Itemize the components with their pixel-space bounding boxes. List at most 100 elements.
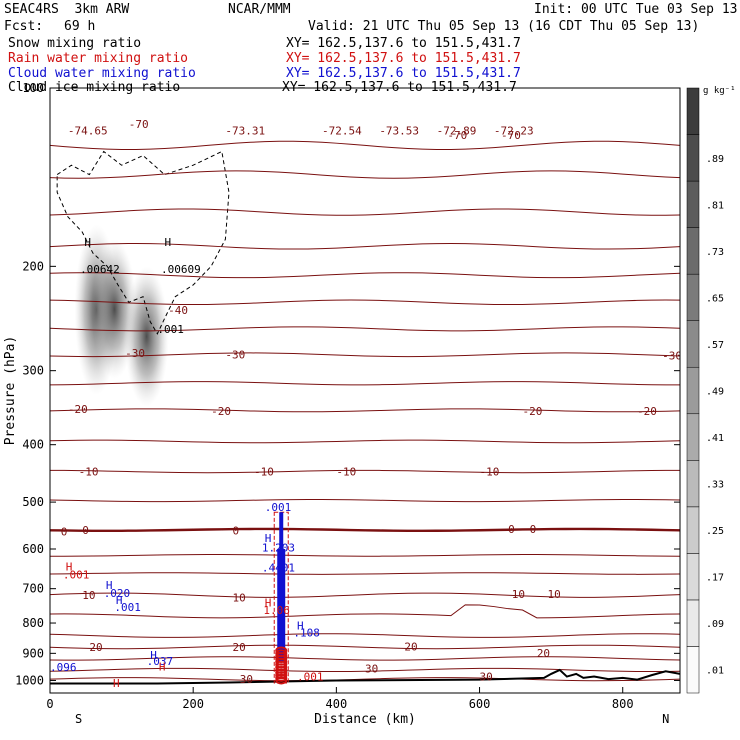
y-tick-label: 200	[22, 259, 44, 273]
y-tick-label: 700	[22, 582, 44, 596]
colorbar-swatch	[686, 646, 700, 694]
extrema-label: H	[265, 596, 272, 609]
extrema-label: .037	[147, 655, 174, 668]
y-tick-label: 400	[22, 438, 44, 452]
y-tick-label: 300	[22, 364, 44, 378]
temperature-label: -70	[501, 129, 521, 142]
colorbar-swatch	[686, 366, 700, 415]
temperature-label: 10	[82, 589, 95, 602]
rain-core-ring	[275, 673, 288, 682]
isotherm-line-7	[50, 352, 680, 358]
colorbar-swatch	[686, 553, 700, 601]
plot-frame	[49, 87, 681, 694]
fcst-label: Fcst:	[4, 19, 44, 34]
colorbar-level-label: .73	[706, 247, 724, 258]
colorbar-level-label: .89	[706, 154, 724, 165]
extrema-label: H	[116, 594, 123, 607]
extrema-label: .001	[157, 323, 184, 336]
extrema-label: H	[113, 677, 120, 690]
project-label: SEAC4RS 3km ARW	[4, 2, 130, 17]
temperature-label: -72.89	[437, 125, 477, 138]
extrema-label: H	[66, 560, 73, 573]
isotherm-line-16	[50, 592, 680, 598]
colorbar-level-label: .09	[706, 619, 724, 630]
colorbar-swatch	[686, 180, 700, 228]
temperature-label: -30	[125, 347, 145, 360]
isotherm-line-21	[50, 667, 680, 673]
extrema-label: .020	[104, 587, 130, 600]
isotherm-line-11	[50, 469, 680, 474]
colorbar-level-label: .25	[706, 526, 724, 537]
colorbar-level-label: .57	[706, 340, 724, 351]
colorbar-level-label: .41	[706, 433, 724, 444]
temperature-label: -10	[254, 466, 274, 479]
colorbar-level-label: .81	[706, 200, 724, 211]
temperature-label: -73.53	[379, 125, 419, 138]
colorbar: .01 .09 .17 .25 .33 .41 .49 .57 .65 .73 .81 .89 g kg…	[686, 86, 736, 694]
rain-core-ring	[275, 676, 288, 685]
valid-label: Valid: 21 UTC Thu 05 Sep 13 (16 CDT Thu …	[308, 19, 700, 34]
isotherm-line-0	[50, 140, 680, 150]
temperature-label: -20	[523, 405, 543, 418]
colorbar-swatch	[686, 506, 700, 554]
isotherm-line-5	[50, 299, 680, 306]
temperature-label: 0	[233, 524, 240, 537]
y-tick-label: 900	[22, 646, 44, 660]
colorbar-level-label: .65	[706, 293, 724, 304]
isotherm-line-19	[50, 644, 680, 650]
extrema-label: .00642	[80, 263, 120, 276]
extrema-label: .001	[297, 671, 324, 684]
extrema-label: .001	[265, 501, 292, 514]
field-rain-name: Rain water mixing ratio	[8, 51, 189, 66]
extrema-label: H	[159, 661, 166, 674]
temperature-label: -72.23	[494, 125, 534, 138]
colorbar-swatch	[686, 87, 700, 135]
extrema-label: .108	[293, 627, 320, 640]
x-tick-label: 600	[469, 697, 491, 711]
temperature-label: 20	[537, 647, 550, 660]
extrema-label: H	[297, 620, 304, 633]
cloud-water-upper-core	[279, 512, 284, 550]
temperature-label: 30	[480, 671, 493, 684]
temperature-label: -70	[447, 129, 467, 142]
colorbar-swatch	[686, 599, 700, 647]
field-snow-name: Snow mixing ratio	[8, 36, 142, 51]
field-snow-xy: XY= 162.5,137.6 to 151.5,431.7	[286, 36, 521, 51]
temperature-label: -10	[79, 466, 99, 479]
temperature-label: -20	[68, 403, 88, 416]
snow-shading-2	[124, 266, 169, 407]
temperature-label: 0	[61, 525, 68, 538]
extrema-label: .001	[114, 601, 141, 614]
x-tick-label: 400	[326, 697, 348, 711]
temperature-label: -20	[211, 405, 231, 418]
isotherm-line-14	[50, 554, 680, 557]
y-tick-label: 800	[22, 616, 44, 630]
extrema-label: H	[84, 236, 91, 249]
temperature-label: 10	[233, 592, 246, 605]
isotherm-line-20	[50, 656, 680, 661]
temperature-label: 20	[404, 640, 417, 653]
temperature-label: 0	[508, 523, 515, 536]
colorbar-level-label: .01	[706, 666, 724, 677]
x-tick-label: 200	[182, 697, 204, 711]
isotherm-line-8	[50, 381, 680, 386]
temperature-label: 10	[548, 588, 561, 601]
isotherm-line-2	[50, 208, 680, 216]
isotherm-line-4	[50, 272, 680, 279]
temperature-label: -72.54	[322, 125, 362, 138]
y-tick-label: 500	[22, 495, 44, 509]
colorbar-level-label: .49	[706, 387, 724, 398]
field-cloudwater-xy: XY= 162.5,137.6 to 151.5,431.7	[286, 66, 521, 81]
fcst-value: 69 h	[64, 19, 96, 34]
init-label: Init: 00 UTC Tue 03 Sep 13	[534, 2, 738, 17]
isotherm-line-12	[50, 499, 680, 503]
colorbar-units: g kg⁻¹	[703, 86, 736, 96]
center-label: NCAR/MMM	[228, 2, 291, 17]
extrema-label: H	[165, 236, 172, 249]
isotherm-line-6	[50, 326, 680, 332]
extrema-label: H	[265, 532, 272, 545]
temperature-label: 20	[89, 641, 102, 654]
colorbar-swatch	[686, 134, 700, 182]
x-tick-label: 0	[46, 697, 53, 711]
